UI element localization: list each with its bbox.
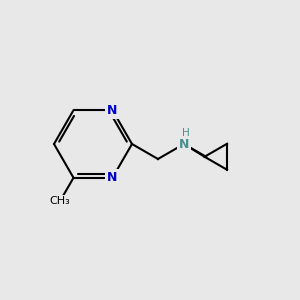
Text: H: H [182,128,189,138]
Text: N: N [107,104,118,117]
Text: CH₃: CH₃ [50,196,70,206]
Text: N: N [179,137,189,151]
Text: N: N [107,171,118,184]
